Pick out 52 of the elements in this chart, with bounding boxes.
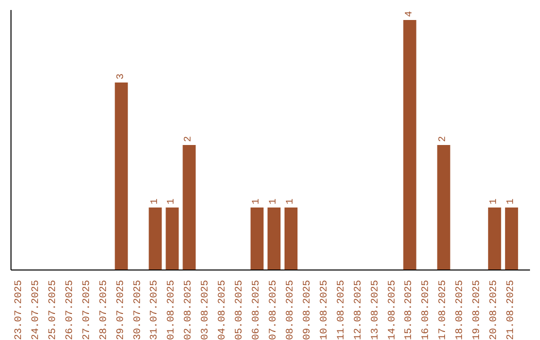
bar (166, 208, 179, 270)
data-label: 1 (489, 198, 500, 204)
x-tick-label: 24.07.2025 (30, 280, 42, 340)
x-tick-label: 20.08.2025 (489, 280, 500, 340)
x-tick-label: 28.07.2025 (98, 280, 110, 340)
data-label: 2 (438, 136, 450, 142)
x-tick-label: 09.08.2025 (302, 280, 314, 340)
data-label: 4 (404, 10, 416, 17)
data-label: 1 (166, 198, 178, 204)
x-tick-label: 10.08.2025 (319, 280, 330, 340)
x-tick-label: 06.08.2025 (252, 280, 263, 340)
data-label: 1 (286, 198, 297, 204)
x-tick-label: 25.07.2025 (48, 280, 59, 340)
x-tick-label: 23.07.2025 (14, 280, 25, 340)
data-label: 1 (506, 198, 518, 204)
bar (268, 208, 281, 270)
bar (505, 208, 518, 270)
x-tick-label: 02.08.2025 (184, 280, 195, 340)
data-label: 1 (268, 198, 280, 204)
x-tick-label: 13.08.2025 (370, 280, 382, 340)
x-tick-label: 14.08.2025 (387, 280, 398, 340)
x-tick-label: 07.08.2025 (268, 280, 280, 340)
x-tick-label: 16.08.2025 (421, 280, 432, 340)
x-tick-label: 12.08.2025 (353, 280, 364, 340)
x-tick-label: 19.08.2025 (472, 280, 484, 340)
data-label: 2 (184, 136, 195, 142)
bar (250, 208, 264, 270)
data-label: 3 (116, 73, 127, 80)
x-tick-label: 05.08.2025 (234, 280, 246, 340)
x-tick-label: 03.08.2025 (200, 280, 212, 340)
x-tick-label: 31.07.2025 (150, 280, 161, 340)
x-tick-label: 18.08.2025 (455, 280, 466, 340)
x-tick-label: 11.08.2025 (336, 280, 348, 340)
bar (182, 145, 196, 270)
x-tick-label: 15.08.2025 (404, 280, 416, 340)
x-tick-label: 26.07.2025 (64, 280, 76, 340)
bar (437, 145, 450, 270)
x-tick-label: 04.08.2025 (218, 280, 229, 340)
x-tick-label: 17.08.2025 (438, 280, 450, 340)
data-label: 1 (252, 198, 263, 204)
bar (488, 208, 502, 270)
x-tick-label: 29.07.2025 (116, 280, 127, 340)
data-label: 1 (150, 198, 161, 204)
bar (403, 20, 416, 270)
bar (114, 82, 128, 270)
x-tick-label: 27.07.2025 (82, 280, 93, 340)
bar (284, 208, 298, 270)
x-tick-label: 01.08.2025 (166, 280, 178, 340)
bar (148, 208, 162, 270)
x-tick-label: 30.07.2025 (132, 280, 144, 340)
x-tick-label: 08.08.2025 (285, 280, 296, 340)
x-tick-label: 21.08.2025 (506, 280, 518, 340)
